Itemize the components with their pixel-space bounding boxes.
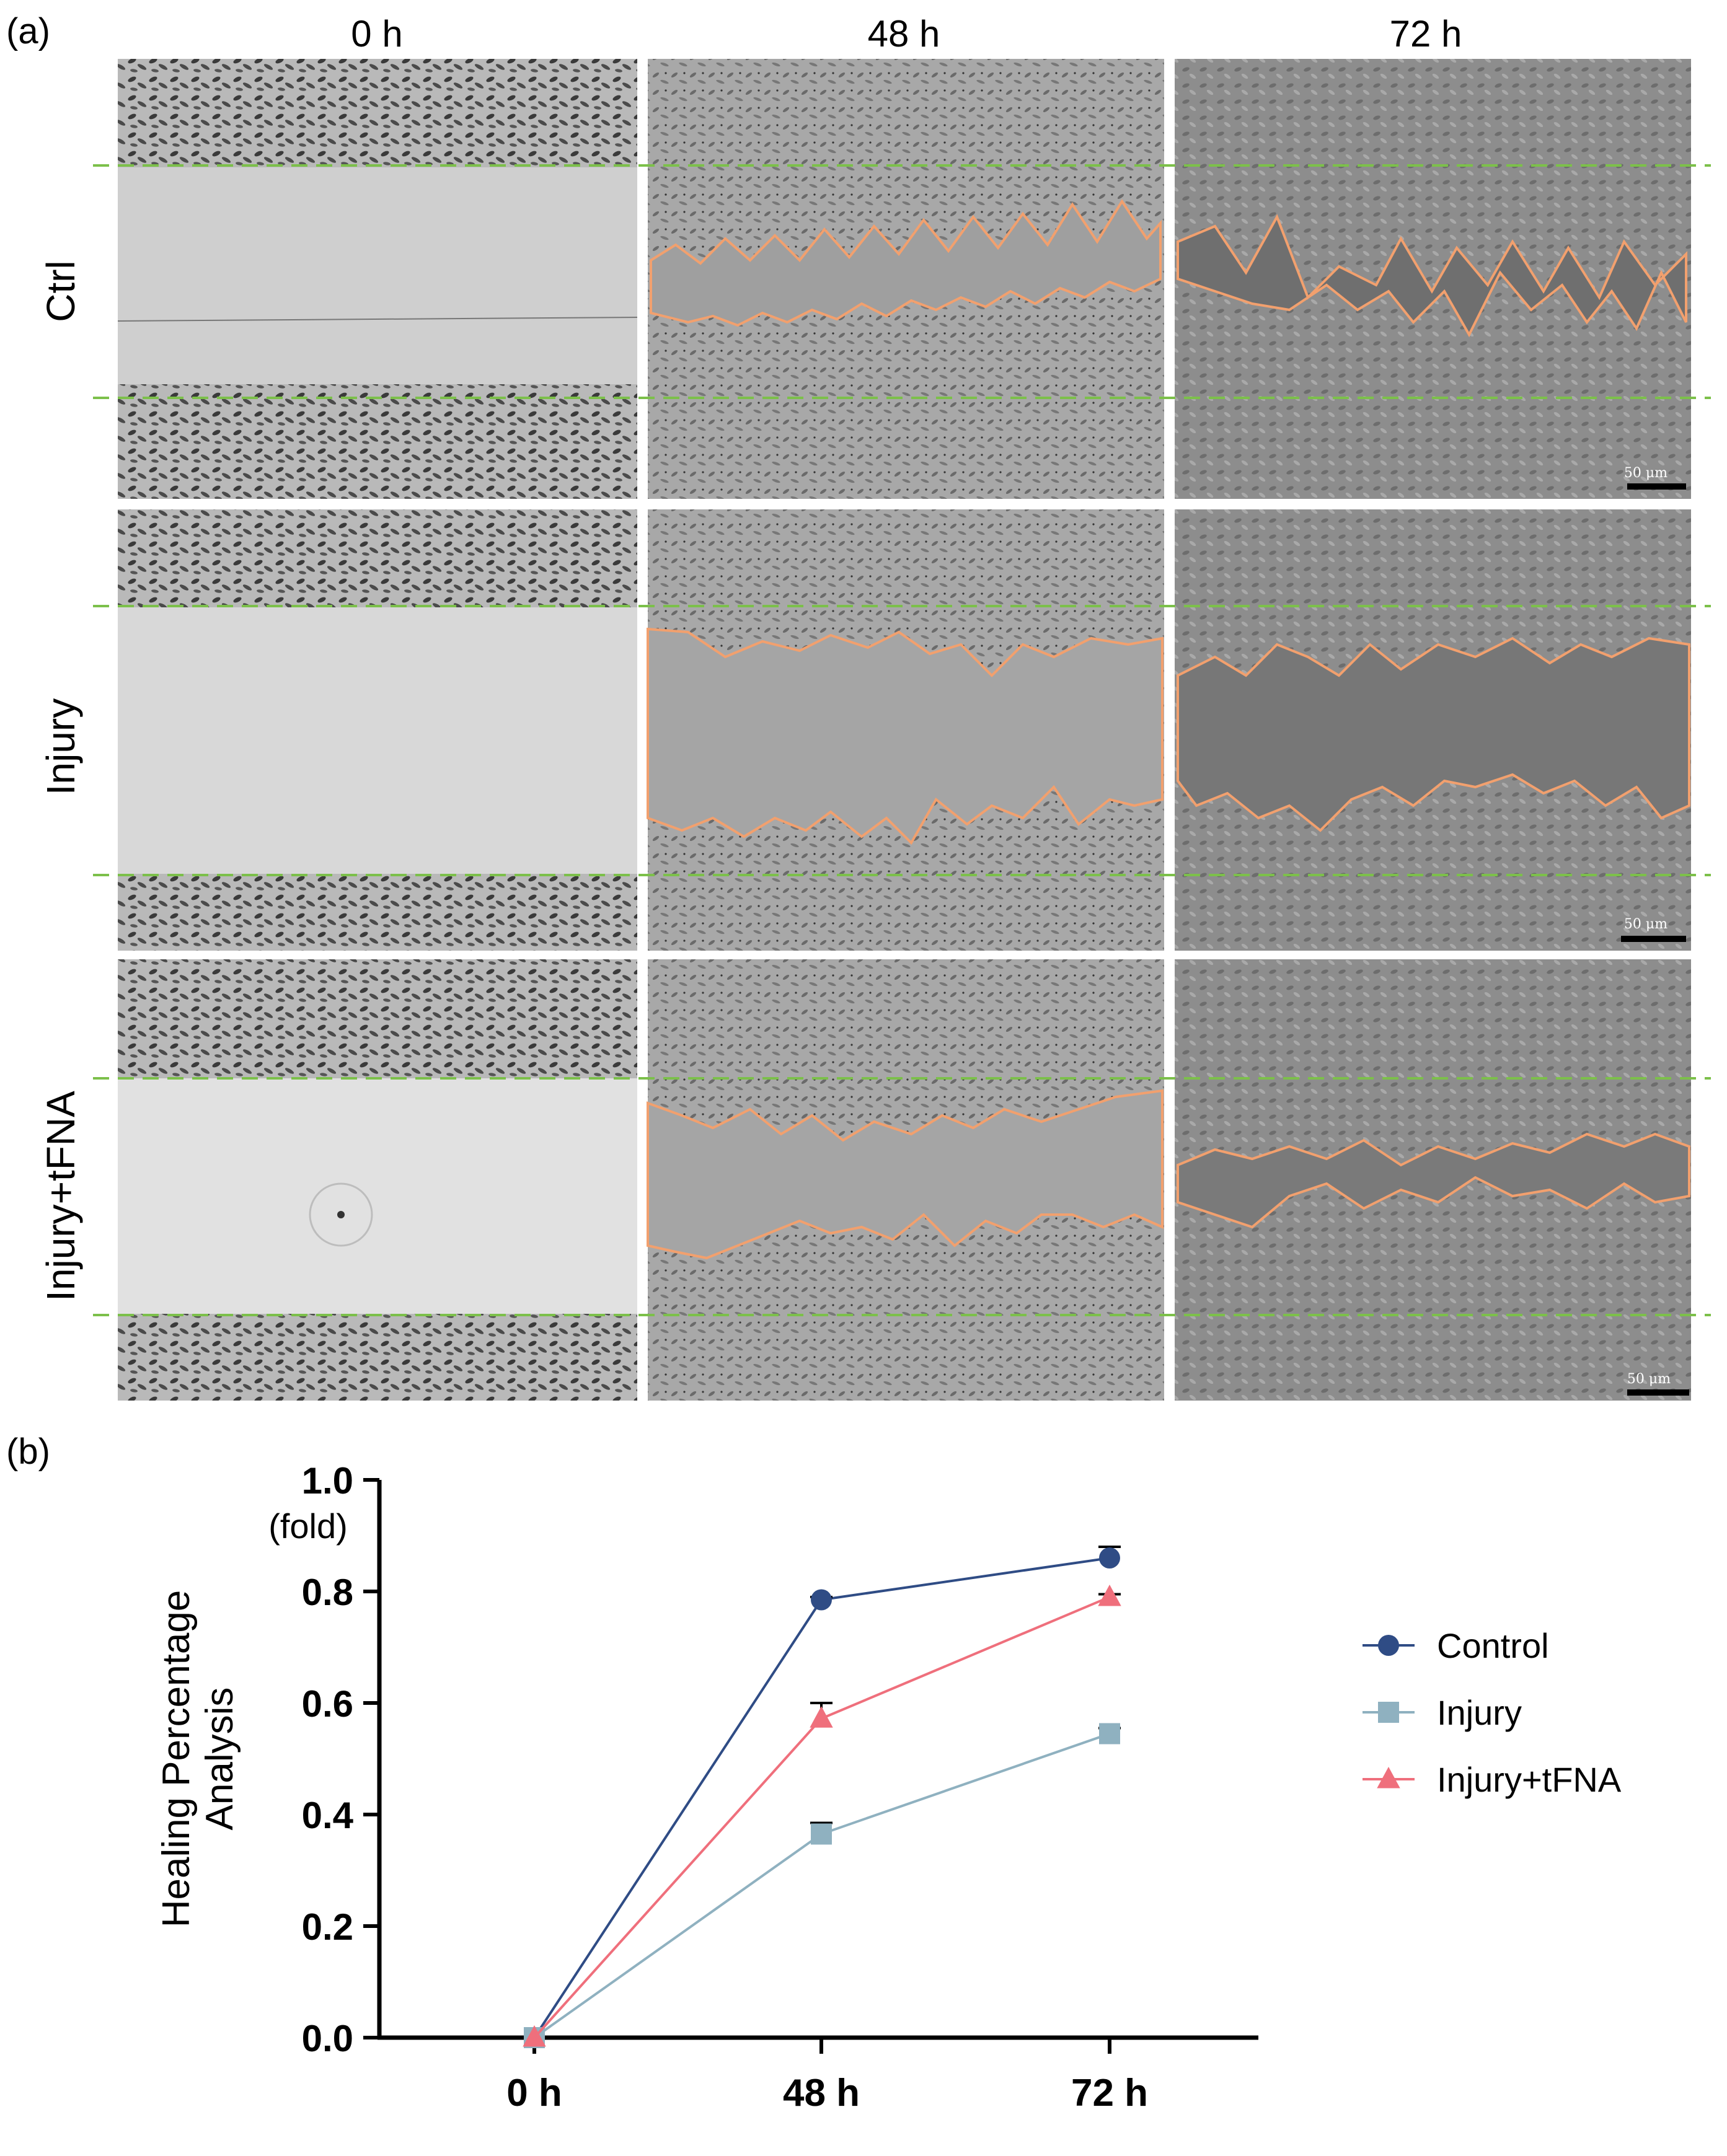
micrograph-injury-tfna-72h: 50 μm (1175, 959, 1691, 1401)
wound-edge-lines (93, 164, 1711, 1316)
y-tick-label: 0.2 (302, 1906, 353, 1948)
micrograph-injury-0h (118, 509, 637, 951)
row-label-injury: Injury (38, 698, 83, 796)
legend-marker (1377, 1766, 1400, 1789)
x-tick-label: 0 h (506, 2072, 562, 2114)
legend-marker (1378, 1635, 1399, 1656)
scale-bar-label-injury-tfna: 50 μm (1627, 1371, 1671, 1387)
data-point (810, 1706, 833, 1728)
scale-bar-label-injury: 50 μm (1624, 917, 1667, 932)
data-point (811, 1589, 832, 1611)
column-header-0h: 0 h (351, 13, 402, 55)
series-control (524, 1546, 1121, 2048)
y-tick-label: 0.6 (302, 1683, 353, 1725)
data-point (811, 1823, 832, 1845)
legend-label: Control (1437, 1626, 1549, 1665)
y-axis-title-line2: Analysis (198, 1687, 241, 1831)
y-tick-label: 1.0 (302, 1460, 353, 1502)
column-header-72h: 72 h (1390, 13, 1462, 55)
micrograph-injury-tfna-48h (647, 959, 1164, 1401)
legend-label: Injury+tFNA (1437, 1760, 1622, 1799)
micrograph-ctrl-72h: 50 μm (1175, 59, 1691, 499)
column-headers: 0 h 48 h 72 h (351, 13, 1462, 55)
scale-bar-label-ctrl: 50 μm (1624, 465, 1667, 481)
healing-line-chart: 0.0 0.2 0.4 0.6 0.8 1.0 0 h 48 h 72 h (fold) He… (155, 1460, 1622, 2114)
data-point (1098, 1584, 1121, 1606)
y-tick-label: 0.0 (302, 2018, 353, 2059)
micrograph-injury-72h: 50 μm (1175, 509, 1691, 951)
micrograph-ctrl-48h (648, 59, 1164, 499)
data-point (1099, 1547, 1120, 1569)
micrograph-injury-tfna-0h (118, 959, 637, 1401)
row-label-ctrl: Ctrl (38, 260, 83, 322)
y-unit-label: (fold) (268, 1507, 348, 1546)
y-axis-title-line1: Healing Percentage (155, 1590, 198, 1928)
series-injury (524, 1723, 1121, 2048)
legend-marker (1378, 1702, 1399, 1723)
row-label-injury-tfna: Injury+tFNA (38, 1091, 83, 1301)
legend-label: Injury (1437, 1693, 1522, 1732)
data-point (523, 2025, 546, 2047)
series-injury-tfna (523, 1584, 1121, 2047)
row-labels: Ctrl Injury Injury+tFNA (38, 260, 83, 1301)
panel-b-label: (b) (6, 1432, 50, 1472)
legend-item: Control (1363, 1626, 1549, 1665)
x-tick-label: 48 h (783, 2072, 860, 2114)
column-header-48h: 48 h (868, 13, 940, 55)
legend-item: Injury+tFNA (1363, 1760, 1622, 1799)
x-tick-label: 72 h (1071, 2072, 1148, 2114)
data-point (1099, 1723, 1120, 1745)
legend-item: Injury (1363, 1693, 1522, 1732)
micrograph-ctrl-0h (117, 59, 638, 499)
micrograph-injury-48h (647, 509, 1164, 951)
series-line (533, 1557, 1110, 2039)
y-tick-label: 0.8 (302, 1572, 353, 1613)
y-tick-label: 0.4 (302, 1795, 354, 1836)
panel-a-label: (a) (6, 11, 50, 51)
series-line (533, 1732, 1110, 2039)
series-line (533, 1596, 1110, 2039)
